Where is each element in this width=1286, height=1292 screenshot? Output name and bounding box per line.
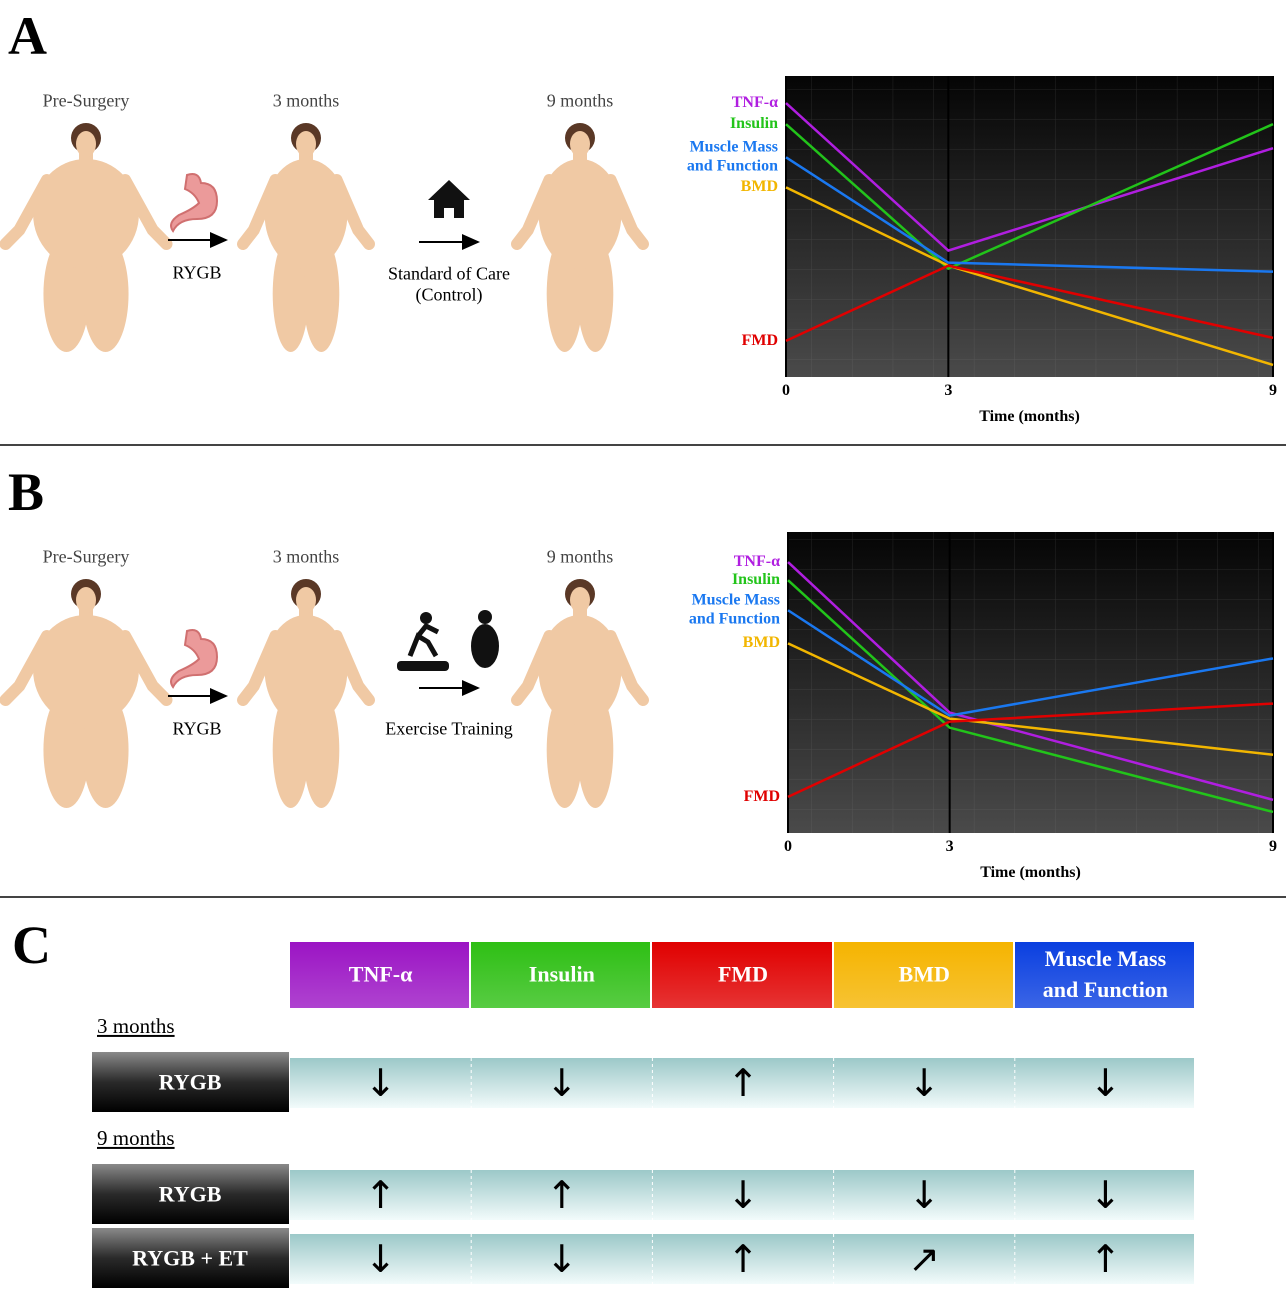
- trend-arrow: ↓: [546, 1238, 578, 1282]
- x-axis-label: Time (months): [980, 864, 1081, 882]
- face: [296, 587, 316, 613]
- torso: [33, 159, 139, 269]
- torso: [265, 615, 348, 725]
- step-label: RYGB: [172, 719, 221, 740]
- trend-arrow: ↓: [365, 1238, 397, 1282]
- trend-arrow: ↓: [365, 1062, 397, 1106]
- x-tick-label: 3: [944, 382, 952, 400]
- series-label: Muscle Mass and Function: [689, 592, 780, 629]
- x-tick-label: 0: [782, 382, 790, 400]
- series-label: TNF-α: [732, 94, 778, 112]
- torso: [539, 159, 622, 269]
- column-label: Insulin: [529, 960, 595, 991]
- panel-letter: B: [8, 461, 44, 523]
- column-label: BMD: [899, 960, 950, 991]
- step-label: Standard of Care (Control): [388, 263, 510, 304]
- stomach-icon: [171, 174, 217, 231]
- lifter-icon: [471, 624, 499, 668]
- figure: A Pre-Surgery 3 months 9 months RYGB Standard…: [0, 0, 1286, 1292]
- stage-label: 3 months: [273, 91, 340, 112]
- face: [76, 587, 96, 613]
- trend-arrow: ↓: [1089, 1062, 1121, 1106]
- trend-arrow: ↗: [908, 1238, 940, 1282]
- series-label: BMD: [741, 178, 778, 196]
- stage-label: 9 months: [547, 91, 614, 112]
- torso: [539, 615, 622, 725]
- trend-arrow: ↓: [1089, 1174, 1121, 1218]
- column-label: FMD: [718, 960, 768, 991]
- x-tick-label: 3: [946, 838, 954, 856]
- house-icon: [428, 180, 470, 218]
- section-title: 9 months: [97, 1126, 175, 1150]
- trend-arrow: ↓: [908, 1062, 940, 1106]
- x-tick-label: 9: [1269, 838, 1277, 856]
- face: [570, 587, 590, 613]
- panel-letter: C: [12, 914, 51, 976]
- person-figure: [517, 579, 643, 808]
- stage-label: 9 months: [547, 547, 614, 568]
- trend-arrow: ↓: [727, 1174, 759, 1218]
- row-label: RYGB: [159, 1069, 222, 1094]
- trend-arrow: ↑: [727, 1238, 759, 1282]
- trend-arrow: ↑: [365, 1174, 397, 1218]
- treadmill-icon: [397, 661, 449, 671]
- series-label: Insulin: [732, 571, 780, 589]
- stage-label: Pre-Surgery: [43, 91, 130, 112]
- section-title: 3 months: [97, 1014, 175, 1038]
- step-label: Exercise Training: [385, 719, 513, 740]
- trend-arrow: ↑: [546, 1174, 578, 1218]
- series-label: Insulin: [730, 115, 778, 133]
- series-label: BMD: [743, 634, 780, 652]
- person-figure: [243, 123, 369, 352]
- stage-label: 3 months: [273, 547, 340, 568]
- runner-head: [420, 612, 432, 624]
- column-label: TNF-α: [349, 960, 413, 991]
- step-label: RYGB: [172, 263, 221, 284]
- runner-icon: [410, 626, 438, 656]
- face: [76, 131, 96, 157]
- person-figure: [517, 123, 643, 352]
- x-axis-label: Time (months): [979, 408, 1080, 426]
- plot-texture: [786, 76, 1273, 377]
- face: [296, 131, 316, 157]
- person-figure: [6, 123, 167, 352]
- series-label: FMD: [744, 788, 780, 806]
- trend-arrow: ↓: [908, 1174, 940, 1218]
- series-label: FMD: [742, 332, 778, 350]
- stomach-icon: [171, 630, 217, 687]
- row-label: RYGB + ET: [132, 1245, 248, 1270]
- panel-letter: A: [8, 5, 47, 67]
- torso: [265, 159, 348, 269]
- x-tick-label: 9: [1269, 382, 1277, 400]
- trend-arrow: ↓: [546, 1062, 578, 1106]
- face: [570, 131, 590, 157]
- column-label: Muscle Mass and Function: [1043, 944, 1168, 1006]
- stage-label: Pre-Surgery: [43, 547, 130, 568]
- lifter-head: [478, 610, 492, 624]
- row-label: RYGB: [159, 1181, 222, 1206]
- plot-texture: [788, 532, 1273, 833]
- person-figure: [243, 579, 369, 808]
- x-tick-label: 0: [784, 838, 792, 856]
- trend-arrow: ↑: [727, 1062, 759, 1106]
- series-label: TNF-α: [734, 553, 780, 571]
- series-label: Muscle Mass and Function: [687, 139, 778, 176]
- trend-arrow: ↑: [1089, 1238, 1121, 1282]
- person-figure: [6, 579, 167, 808]
- torso: [33, 615, 139, 725]
